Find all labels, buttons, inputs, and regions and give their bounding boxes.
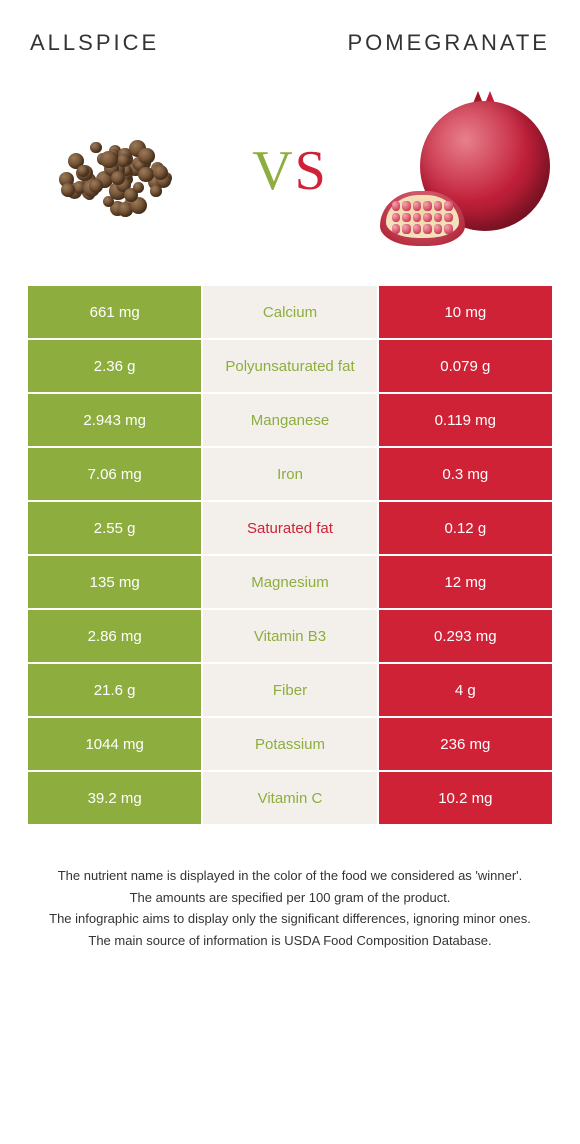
cell-right: 0.119 mg	[379, 394, 552, 446]
title-right: Pomegranate	[347, 30, 550, 56]
cell-right: 236 mg	[379, 718, 552, 770]
cell-label: Saturated fat	[203, 502, 376, 554]
hero-row: VS	[0, 66, 580, 286]
vs-v: V	[252, 140, 294, 202]
table-row: 661 mgCalcium10 mg	[28, 286, 552, 338]
cell-label: Magnesium	[203, 556, 376, 608]
vs-s: S	[295, 140, 328, 202]
allspice-image	[30, 86, 200, 256]
cell-label: Vitamin B3	[203, 610, 376, 662]
cell-label: Manganese	[203, 394, 376, 446]
table-row: 2.943 mgManganese0.119 mg	[28, 394, 552, 446]
cell-label: Polyunsaturated fat	[203, 340, 376, 392]
cell-label: Fiber	[203, 664, 376, 716]
cell-left: 2.943 mg	[28, 394, 201, 446]
cell-label: Vitamin C	[203, 772, 376, 824]
cell-left: 21.6 g	[28, 664, 201, 716]
cell-right: 0.079 g	[379, 340, 552, 392]
table-row: 2.86 mgVitamin B30.293 mg	[28, 610, 552, 662]
table-row: 7.06 mgIron0.3 mg	[28, 448, 552, 500]
cell-right: 10.2 mg	[379, 772, 552, 824]
header: Allspice Pomegranate	[0, 0, 580, 66]
footer-line: The main source of information is USDA F…	[28, 931, 552, 951]
cell-right: 0.12 g	[379, 502, 552, 554]
cell-right: 12 mg	[379, 556, 552, 608]
footer-notes: The nutrient name is displayed in the co…	[0, 826, 580, 972]
table-row: 2.36 gPolyunsaturated fat0.079 g	[28, 340, 552, 392]
comparison-table: 661 mgCalcium10 mg2.36 gPolyunsaturated …	[28, 286, 552, 826]
footer-line: The infographic aims to display only the…	[28, 909, 552, 929]
table-row: 39.2 mgVitamin C10.2 mg	[28, 772, 552, 824]
cell-left: 661 mg	[28, 286, 201, 338]
cell-left: 135 mg	[28, 556, 201, 608]
table-row: 1044 mgPotassium236 mg	[28, 718, 552, 770]
footer-line: The amounts are specified per 100 gram o…	[28, 888, 552, 908]
cell-left: 2.36 g	[28, 340, 201, 392]
cell-right: 4 g	[379, 664, 552, 716]
cell-left: 1044 mg	[28, 718, 201, 770]
footer-line: The nutrient name is displayed in the co…	[28, 866, 552, 886]
cell-right: 0.293 mg	[379, 610, 552, 662]
table-row: 135 mgMagnesium12 mg	[28, 556, 552, 608]
cell-left: 2.55 g	[28, 502, 201, 554]
cell-label: Potassium	[203, 718, 376, 770]
table-row: 2.55 gSaturated fat0.12 g	[28, 502, 552, 554]
title-left: Allspice	[30, 30, 159, 56]
cell-right: 0.3 mg	[379, 448, 552, 500]
cell-label: Iron	[203, 448, 376, 500]
table-row: 21.6 gFiber4 g	[28, 664, 552, 716]
cell-right: 10 mg	[379, 286, 552, 338]
cell-left: 7.06 mg	[28, 448, 201, 500]
cell-left: 39.2 mg	[28, 772, 201, 824]
vs-label: VS	[252, 139, 328, 203]
cell-left: 2.86 mg	[28, 610, 201, 662]
pomegranate-image	[380, 86, 550, 256]
cell-label: Calcium	[203, 286, 376, 338]
